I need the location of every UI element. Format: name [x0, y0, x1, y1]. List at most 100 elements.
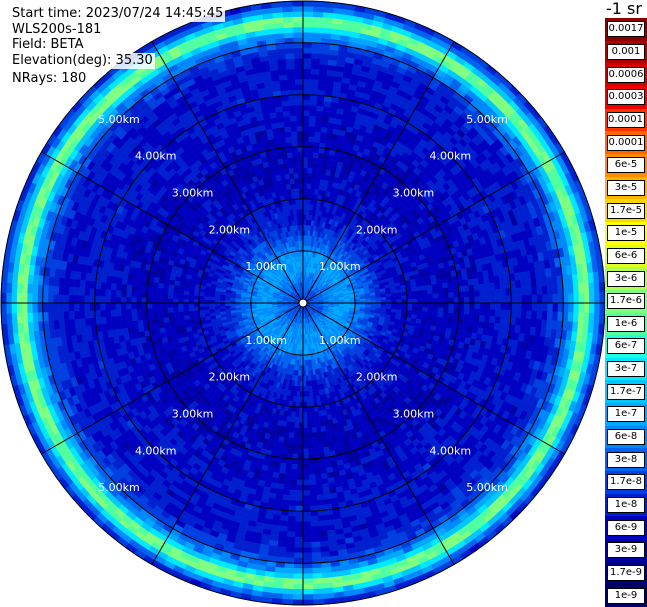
beta-cell: [302, 21, 314, 28]
beta-cell: [391, 296, 397, 301]
beta-cell: [484, 283, 491, 291]
beta-cell: [583, 292, 590, 304]
beta-cell: [422, 294, 429, 300]
beta-cell: [390, 292, 397, 298]
beta-cell: [302, 78, 312, 85]
beta-cell: [312, 157, 319, 164]
beta-cell: [572, 283, 580, 294]
beta-cell: [526, 302, 533, 312]
beta-cell: [305, 209, 310, 215]
beta-cell: [489, 315, 496, 324]
beta-cell: [484, 302, 491, 310]
beta-cell: [484, 289, 491, 297]
beta-cell: [310, 68, 320, 75]
beta-cell: [588, 282, 595, 294]
beta-cell: [483, 321, 490, 330]
beta-cell: [396, 299, 403, 304]
beta-cell: [469, 296, 476, 304]
beta-cell: [302, 172, 308, 179]
beta-cell: [488, 322, 495, 331]
beta-cell: [499, 281, 506, 290]
beta-cell: [531, 302, 538, 312]
beta-cell: [520, 310, 527, 319]
beta-cell: [463, 314, 470, 321]
beta-cell: [484, 309, 491, 317]
beta-cell: [568, 293, 574, 304]
beta-cell: [505, 302, 512, 311]
beta-cell: [427, 311, 434, 317]
beta-cell: [311, 172, 317, 179]
beta-cell: [474, 296, 481, 304]
beta-cell: [525, 278, 532, 288]
beta-cell: [453, 302, 460, 309]
beta-cell: [320, 126, 328, 134]
beta-cell: [500, 309, 507, 318]
beta-cell: [302, 52, 312, 59]
beta-cell: [432, 293, 439, 299]
beta-cell: [321, 32, 332, 40]
beta-cell: [411, 306, 418, 312]
beta-cell: [458, 302, 465, 309]
beta-cell: [467, 320, 475, 328]
beta-cell: [535, 319, 543, 329]
beta-cell: [526, 310, 533, 320]
beta-cell: [427, 302, 434, 308]
beta-cell: [370, 297, 377, 301]
beta-cell: [578, 302, 585, 314]
beta-cell: [302, 151, 309, 158]
beta-cell: [411, 286, 418, 292]
beta-cell: [422, 302, 429, 308]
beta-cell: [567, 283, 574, 294]
beta-cell: [438, 302, 444, 309]
beta-cell: [495, 295, 502, 304]
beta-cell: [536, 286, 543, 296]
beta-cell: [447, 318, 454, 325]
beta-cell: [309, 115, 317, 122]
beta-cell: [385, 296, 392, 301]
beta-cell: [479, 290, 486, 298]
beta-cell: [458, 297, 465, 304]
beta-cell: [417, 302, 423, 308]
beta-cell: [494, 288, 501, 297]
beta-cell: [302, 167, 308, 174]
beta-cell: [307, 162, 314, 169]
beta-cell: [312, 32, 323, 39]
beta-cell: [472, 278, 480, 286]
beta-cell: [302, 157, 309, 163]
beta-cell: [302, 42, 313, 49]
beta-cell: [526, 294, 533, 304]
beta-cell: [401, 295, 408, 300]
beta-cell: [546, 285, 553, 295]
beta-cell: [302, 32, 313, 38]
beta-cell: [494, 282, 501, 290]
beta-cell: [432, 288, 439, 295]
beta-cell: [462, 279, 469, 287]
beta-cell: [573, 302, 580, 313]
beta-cell: [302, 110, 310, 116]
beta-cell: [380, 296, 387, 301]
beta-cell: [436, 278, 443, 285]
beta-cell: [436, 283, 444, 290]
beta-cell: [314, 136, 321, 143]
beta-cell: [302, 193, 308, 200]
beta-cell: [322, 111, 331, 118]
beta-cell: [421, 285, 428, 291]
beta-cell: [307, 157, 314, 163]
beta-cell: [447, 312, 454, 320]
beta-cell: [308, 120, 316, 127]
beta-cell: [448, 292, 455, 299]
beta-cell: [307, 167, 313, 174]
ppi-plot: 1.00km2.00km3.00km4.00km5.00km1.00km2.00…: [0, 0, 605, 606]
beta-cell: [412, 302, 418, 308]
beta-cell: [302, 120, 310, 127]
beta-cell: [453, 308, 460, 315]
beta-cell: [542, 302, 548, 312]
beta-cell: [302, 73, 312, 80]
beta-cell: [406, 298, 413, 304]
beta-cell: [583, 312, 590, 324]
beta-cell: [306, 177, 312, 184]
beta-cell: [302, 89, 311, 96]
beta-cell: [490, 302, 496, 310]
beta-cell: [540, 277, 548, 287]
beta-cell: [546, 319, 553, 330]
